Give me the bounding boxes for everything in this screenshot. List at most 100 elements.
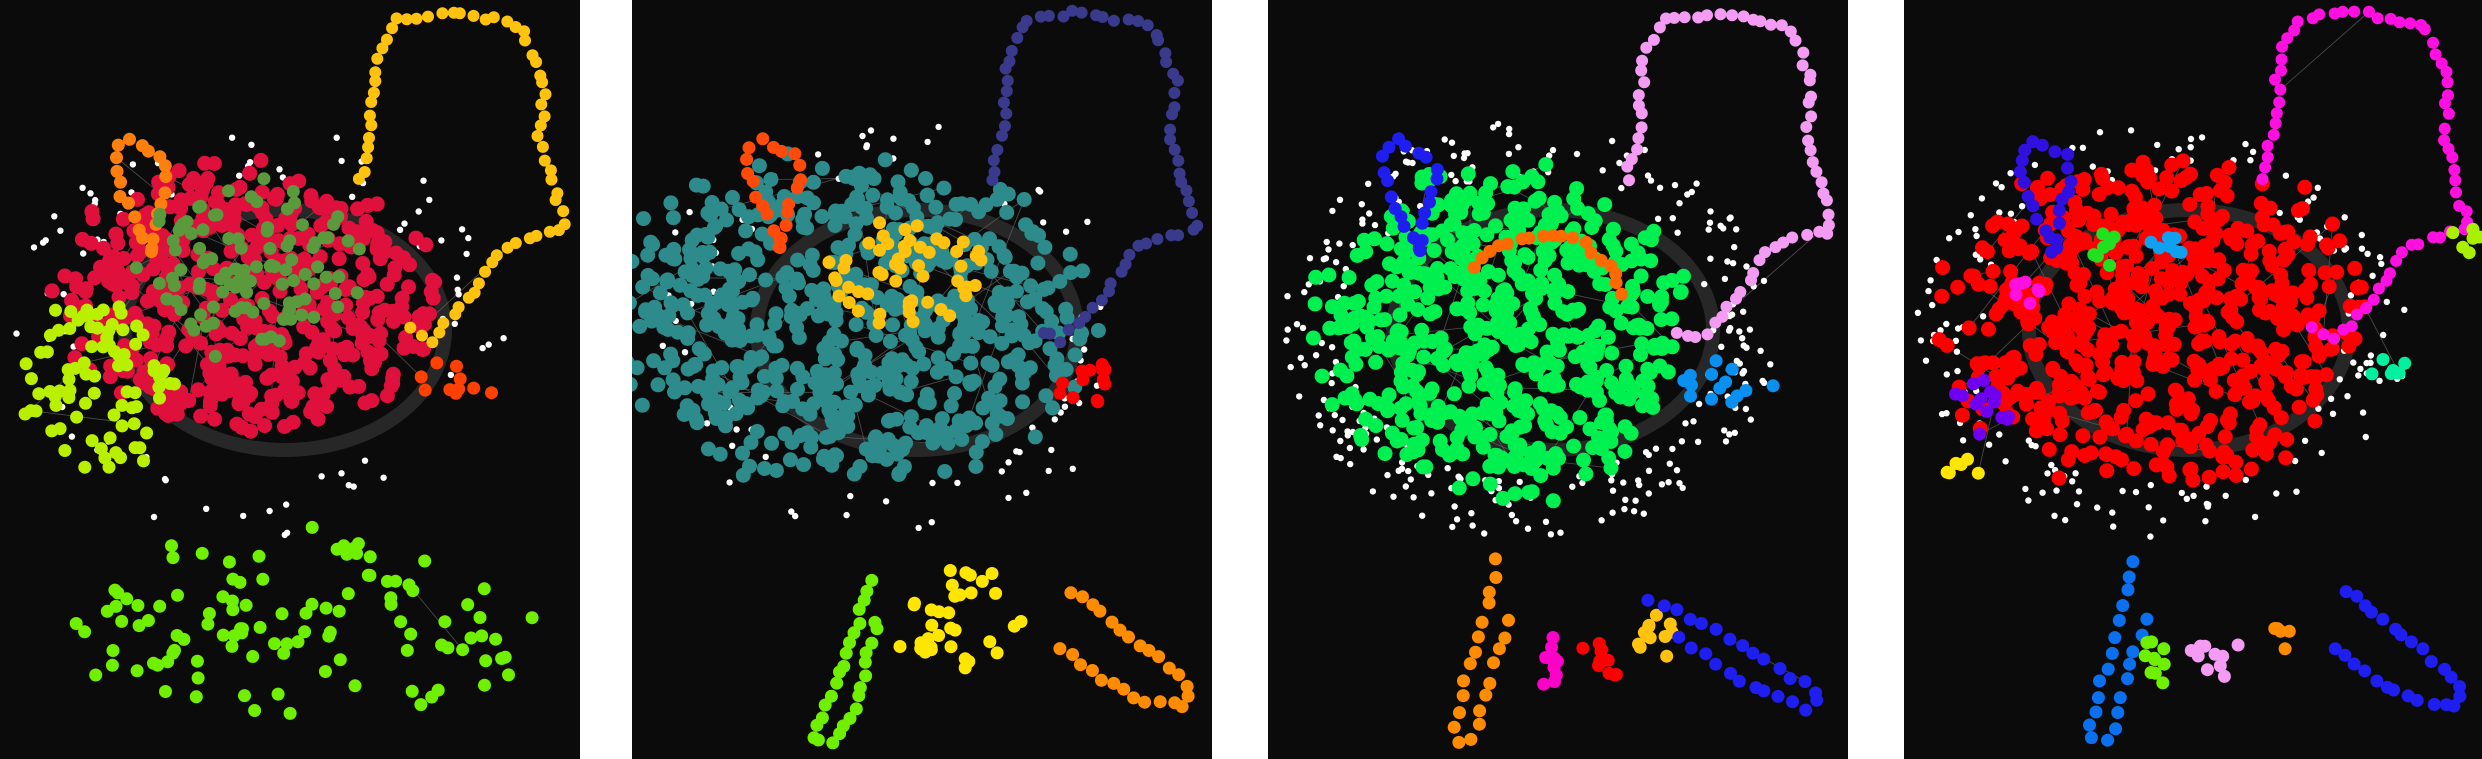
node bbox=[1016, 192, 1032, 207]
unassigned-node bbox=[890, 135, 897, 142]
node bbox=[257, 418, 273, 434]
node bbox=[324, 341, 340, 357]
node bbox=[319, 601, 333, 615]
unassigned-node bbox=[345, 482, 352, 489]
node bbox=[861, 380, 877, 395]
unassigned-node bbox=[1569, 483, 1576, 490]
node bbox=[2140, 612, 2154, 626]
unassigned-node bbox=[1336, 240, 1343, 247]
node bbox=[872, 266, 886, 279]
node bbox=[1966, 377, 1980, 391]
node bbox=[1506, 263, 1522, 279]
node bbox=[2210, 212, 2226, 228]
node bbox=[358, 213, 374, 229]
unassigned-node bbox=[2376, 254, 2384, 261]
node bbox=[331, 300, 345, 314]
node bbox=[1810, 165, 1823, 178]
node bbox=[858, 655, 872, 669]
node bbox=[1570, 329, 1585, 345]
node bbox=[2162, 286, 2177, 302]
node bbox=[319, 270, 333, 284]
node bbox=[295, 308, 309, 322]
node bbox=[1531, 440, 1546, 456]
node bbox=[1971, 466, 1985, 480]
node bbox=[903, 374, 919, 389]
node bbox=[163, 377, 177, 390]
unassigned-node bbox=[1992, 180, 2000, 187]
unassigned-node bbox=[1305, 281, 1312, 288]
node bbox=[1093, 604, 1107, 618]
unassigned-node bbox=[447, 371, 455, 379]
node bbox=[2438, 122, 2451, 135]
node bbox=[2045, 362, 2061, 378]
unassigned-node bbox=[1395, 467, 1402, 474]
unassigned-node bbox=[1925, 287, 1932, 295]
unassigned-node bbox=[1733, 226, 1740, 233]
node bbox=[165, 539, 178, 553]
unassigned-node bbox=[1706, 219, 1714, 226]
node bbox=[1701, 328, 1714, 341]
node bbox=[198, 253, 212, 267]
node bbox=[1487, 656, 1500, 670]
node bbox=[1381, 387, 1397, 403]
node bbox=[232, 331, 248, 347]
unassigned-node bbox=[1678, 438, 1686, 445]
node bbox=[341, 587, 355, 601]
node bbox=[1321, 267, 1337, 283]
node bbox=[1507, 384, 1523, 400]
node bbox=[153, 599, 167, 613]
node bbox=[174, 263, 188, 277]
node bbox=[680, 325, 696, 341]
node bbox=[549, 194, 562, 206]
node bbox=[2278, 450, 2294, 466]
node bbox=[859, 210, 874, 226]
unassigned-node bbox=[1645, 467, 1653, 474]
node bbox=[2308, 381, 2324, 397]
node bbox=[2245, 393, 2261, 409]
node bbox=[89, 668, 103, 682]
node bbox=[1023, 278, 1039, 294]
unassigned-node bbox=[788, 508, 795, 515]
unassigned-node bbox=[2025, 497, 2032, 504]
node bbox=[2261, 139, 2274, 152]
node bbox=[2110, 180, 2126, 196]
unassigned-node bbox=[1468, 510, 1475, 517]
unassigned-node bbox=[1684, 191, 1691, 198]
node bbox=[1180, 184, 1193, 197]
node bbox=[2221, 160, 2237, 175]
node bbox=[234, 241, 248, 255]
node bbox=[87, 386, 101, 400]
node bbox=[1037, 327, 1050, 339]
node bbox=[2039, 421, 2054, 437]
node bbox=[1020, 14, 1033, 27]
node bbox=[518, 25, 531, 38]
node bbox=[1684, 641, 1698, 655]
node bbox=[158, 186, 172, 200]
node bbox=[2243, 461, 2259, 477]
node bbox=[1491, 413, 1507, 429]
node bbox=[983, 263, 999, 279]
node bbox=[2133, 303, 2149, 319]
node bbox=[848, 317, 864, 333]
node bbox=[1164, 123, 1177, 136]
node bbox=[814, 209, 830, 224]
node bbox=[2269, 73, 2281, 86]
unassigned-node bbox=[2329, 410, 2337, 417]
node bbox=[779, 218, 793, 232]
unassigned-node bbox=[1943, 320, 1950, 328]
unassigned-node bbox=[1392, 170, 1399, 177]
node bbox=[1537, 229, 1550, 243]
node bbox=[502, 668, 515, 682]
node bbox=[1985, 263, 2001, 279]
node bbox=[1499, 429, 1515, 444]
node bbox=[1409, 420, 1425, 435]
node bbox=[963, 355, 979, 371]
community-bottom-right-loop bbox=[1053, 586, 1195, 714]
node bbox=[1801, 228, 1814, 241]
node bbox=[1393, 432, 1409, 447]
node bbox=[1482, 458, 1498, 474]
node bbox=[128, 441, 142, 455]
node bbox=[890, 174, 906, 190]
node bbox=[902, 305, 916, 319]
node bbox=[1982, 278, 1998, 294]
